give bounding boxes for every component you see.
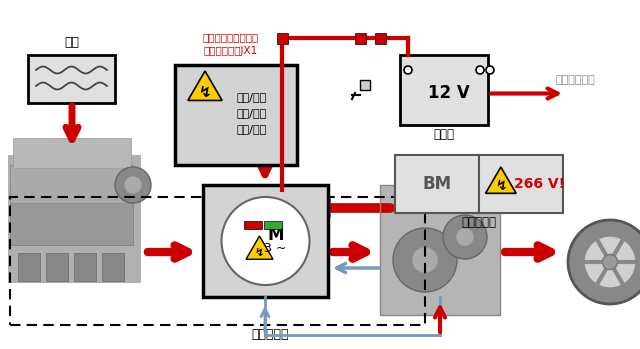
- Text: ↯: ↯: [495, 179, 507, 193]
- Bar: [28, 55, 115, 103]
- Circle shape: [404, 66, 412, 74]
- Bar: [10, 185, 133, 245]
- Text: ↯: ↯: [198, 84, 211, 99]
- Text: 高压蓄电池: 高压蓄电池: [461, 216, 497, 230]
- Circle shape: [221, 197, 310, 285]
- Bar: [10, 197, 425, 325]
- Polygon shape: [486, 167, 516, 193]
- Bar: [380, 185, 500, 315]
- Circle shape: [602, 254, 618, 269]
- Bar: [264, 221, 282, 229]
- Circle shape: [476, 66, 484, 74]
- Bar: [74, 253, 96, 281]
- Circle shape: [456, 228, 474, 246]
- Bar: [243, 221, 262, 229]
- Circle shape: [412, 247, 438, 273]
- Circle shape: [393, 228, 457, 292]
- Circle shape: [115, 167, 151, 203]
- Bar: [277, 33, 288, 44]
- Text: 蓄电池: 蓄电池: [433, 127, 454, 141]
- Polygon shape: [246, 236, 273, 259]
- Bar: [355, 33, 366, 44]
- Bar: [203, 185, 328, 297]
- Text: 燃油: 燃油: [65, 37, 79, 50]
- Circle shape: [584, 236, 636, 288]
- Text: 266 V!: 266 V!: [514, 177, 565, 191]
- Bar: [360, 80, 370, 90]
- Text: 3 ~: 3 ~: [264, 243, 287, 255]
- Text: 电动机模式: 电动机模式: [252, 328, 289, 342]
- Text: 电驱动装置的功率和
控制电子装置JX1: 电驱动装置的功率和 控制电子装置JX1: [203, 32, 259, 56]
- Bar: [8, 155, 141, 283]
- Text: M: M: [268, 226, 284, 244]
- Circle shape: [486, 66, 494, 74]
- Bar: [400, 55, 488, 125]
- Bar: [13, 138, 131, 168]
- Text: 直流/直流
交流/直流
直流/交流: 直流/直流 交流/直流 直流/交流: [237, 92, 267, 134]
- Bar: [18, 253, 40, 281]
- Circle shape: [124, 176, 142, 194]
- Bar: [479, 155, 563, 213]
- Text: BM: BM: [422, 175, 452, 193]
- Text: 车辆电气系统: 车辆电气系统: [555, 75, 595, 85]
- Bar: [175, 65, 297, 165]
- Bar: [46, 253, 68, 281]
- Bar: [102, 253, 124, 281]
- Bar: [395, 155, 479, 213]
- Text: ↯: ↯: [255, 248, 264, 258]
- Polygon shape: [188, 71, 222, 101]
- Circle shape: [568, 220, 640, 304]
- Bar: [10, 165, 133, 203]
- Text: 12 V: 12 V: [428, 84, 469, 102]
- Bar: [375, 33, 386, 44]
- Circle shape: [443, 215, 487, 259]
- Bar: [380, 185, 500, 315]
